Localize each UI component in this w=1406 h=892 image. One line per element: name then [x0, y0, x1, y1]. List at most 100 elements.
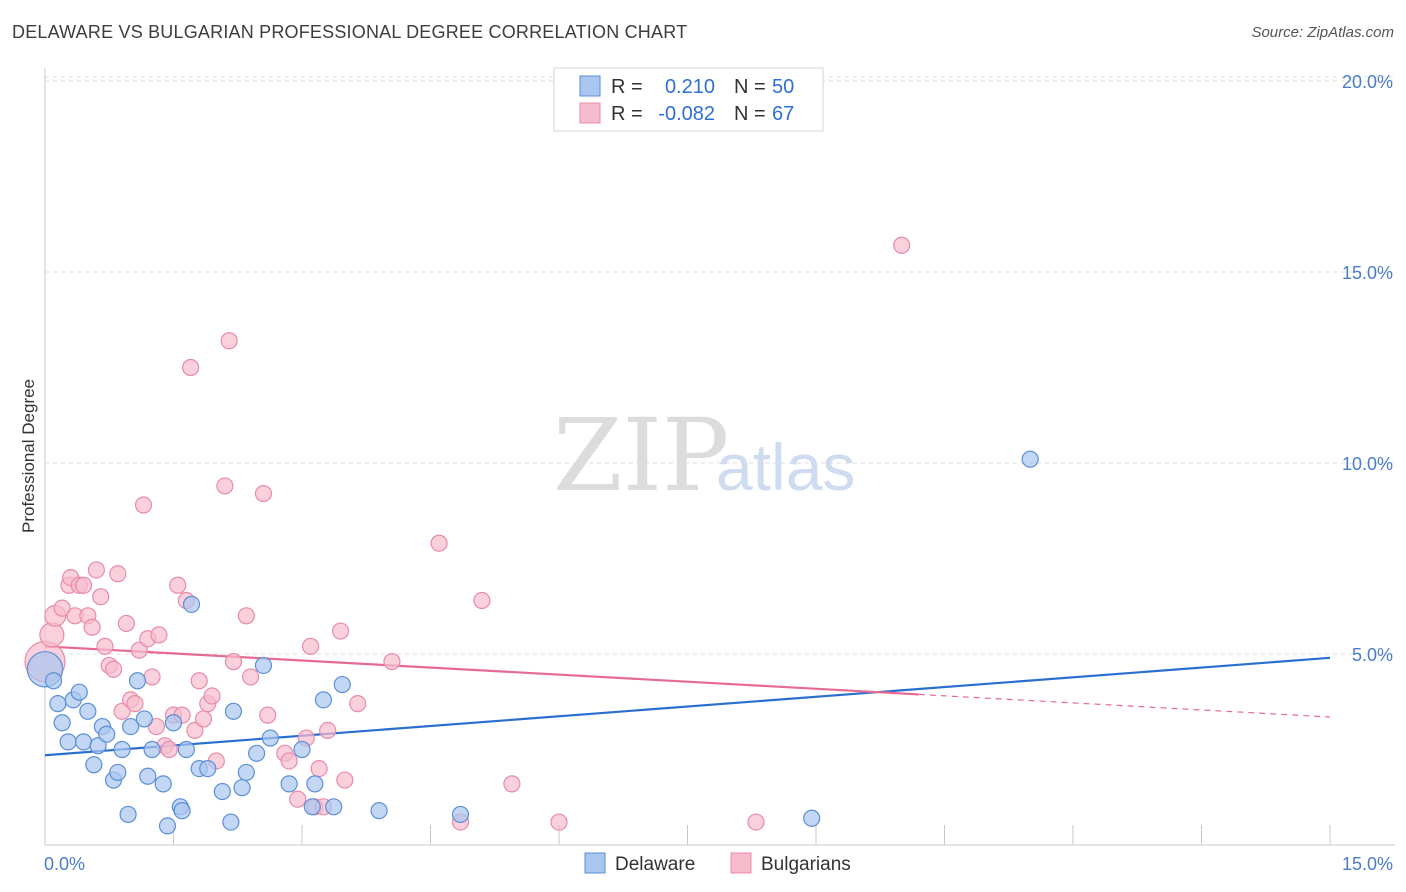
delaware-point	[233, 779, 251, 797]
bulgarian-point	[182, 358, 200, 377]
bulgarian-point	[254, 484, 273, 503]
bulgarian-point	[280, 752, 298, 770]
delaware-point	[173, 802, 191, 820]
series-legend-swatch-bulgarian	[730, 852, 752, 874]
delaware-point	[1021, 450, 1039, 468]
series-legend-swatch-delaware	[584, 852, 606, 874]
bulgarian-point	[893, 236, 911, 254]
bulgarian-point	[216, 477, 234, 495]
bulgarian-trend-line	[44, 645, 919, 696]
delaware-point	[451, 805, 470, 824]
legend-bulgarian-r-label: R =	[611, 103, 643, 125]
bulgarian-point	[224, 653, 243, 671]
data-points	[24, 236, 1039, 835]
delaware-point	[199, 759, 217, 778]
y-tick-label: 10.0%	[1342, 454, 1393, 474]
series-legend: Delaware Bulgarians	[584, 852, 851, 875]
delaware-point	[79, 702, 97, 720]
delaware-point	[113, 740, 131, 759]
bulgarian-point	[160, 740, 178, 759]
y-tick-label: 5.0%	[1352, 645, 1393, 665]
delaware-point	[224, 702, 243, 720]
legend-bulgarian-r-value: -0.082	[658, 103, 715, 125]
bulgarian-point	[109, 565, 127, 583]
chart-title: DELAWARE VS BULGARIAN PROFESSIONAL DEGRE…	[12, 22, 688, 42]
series-legend-bulgarians: Bulgarians	[761, 854, 851, 875]
legend-delaware-r-value: 0.210	[665, 76, 715, 98]
x-tick-label: 0.0%	[44, 854, 85, 874]
delaware-point	[280, 775, 298, 793]
legend-bulgarian-n-label: N =	[734, 103, 766, 125]
x-tick-labels: 0.0% 15.0%	[44, 854, 1393, 874]
delaware-point	[128, 672, 147, 690]
bulgarian-point	[430, 534, 448, 552]
x-tick-label: 15.0%	[1342, 854, 1393, 874]
delaware-point	[306, 775, 324, 793]
delaware-point	[44, 672, 63, 690]
delaware-point	[59, 733, 77, 751]
delaware-point	[135, 710, 153, 728]
bulgarian-point	[143, 668, 161, 686]
bulgarian-point	[310, 759, 328, 778]
delaware-point	[325, 798, 343, 816]
bulgarian-point	[53, 599, 71, 617]
watermark-atlas: atlas	[716, 430, 855, 504]
bulgarian-point	[74, 576, 93, 594]
axes-layer	[44, 68, 1395, 846]
delaware-point	[182, 595, 201, 613]
watermark-zip: ZIP	[553, 397, 729, 514]
bulgarian-point	[169, 576, 187, 594]
delaware-point	[109, 763, 127, 782]
delaware-point	[74, 733, 93, 751]
legend-delaware-n-value: 50	[772, 76, 794, 98]
delaware-point	[85, 756, 103, 774]
delaware-point	[303, 798, 321, 816]
delaware-point	[158, 817, 177, 835]
bulgarian-point	[87, 561, 106, 579]
legend-delaware-r-label: R =	[611, 76, 643, 98]
delaware-point	[119, 805, 137, 824]
delaware-point	[222, 813, 240, 831]
delaware-point	[293, 740, 311, 759]
bulgarian-point	[130, 641, 148, 659]
bulgarian-point	[289, 790, 307, 808]
delaware-point	[53, 714, 71, 732]
bulgarian-point	[242, 668, 260, 686]
delaware-point	[49, 695, 67, 713]
bulgarian-point	[194, 710, 213, 728]
delaware-point	[98, 725, 116, 743]
y-tick-label: 20.0%	[1342, 72, 1393, 92]
watermark: ZIP atlas	[553, 397, 855, 514]
bulgarian-point	[39, 622, 65, 648]
delaware-point	[261, 729, 279, 747]
legend-bulgarian-n-value: 67	[772, 103, 794, 125]
bulgarian-point	[331, 622, 350, 640]
bulgarian-point	[190, 672, 208, 690]
bulgarian-point	[147, 717, 165, 736]
bulgarian-point	[150, 626, 168, 644]
delaware-point	[89, 737, 107, 755]
legend-swatch-bulgarian	[579, 102, 601, 124]
delaware-point	[370, 802, 388, 820]
bulgarian-point	[301, 637, 320, 655]
bulgarian-point	[319, 721, 337, 740]
delaware-point	[70, 683, 88, 701]
delaware-point	[139, 767, 157, 785]
delaware-point	[154, 775, 172, 793]
y-tick-label: 15.0%	[1342, 263, 1393, 283]
bulgarian-point	[550, 813, 568, 831]
bulgarian-point	[237, 607, 255, 625]
bulgarian-point	[104, 660, 123, 678]
bulgarian-point	[92, 588, 110, 606]
y-axis-label: Professional Degree	[19, 379, 38, 533]
bulgarian-point	[259, 706, 277, 724]
bulgarian-point	[96, 637, 114, 655]
delaware-point	[143, 740, 161, 759]
bulgarian-point	[503, 775, 521, 793]
legend-swatch-delaware	[579, 75, 601, 97]
stats-legend: R = 0.210 N = 50 R = -0.082 N = 67	[553, 67, 824, 132]
bulgarian-point	[383, 653, 401, 671]
bulgarian-point	[473, 591, 491, 610]
bulgarian-point	[126, 695, 144, 713]
bulgarian-point	[113, 702, 131, 720]
